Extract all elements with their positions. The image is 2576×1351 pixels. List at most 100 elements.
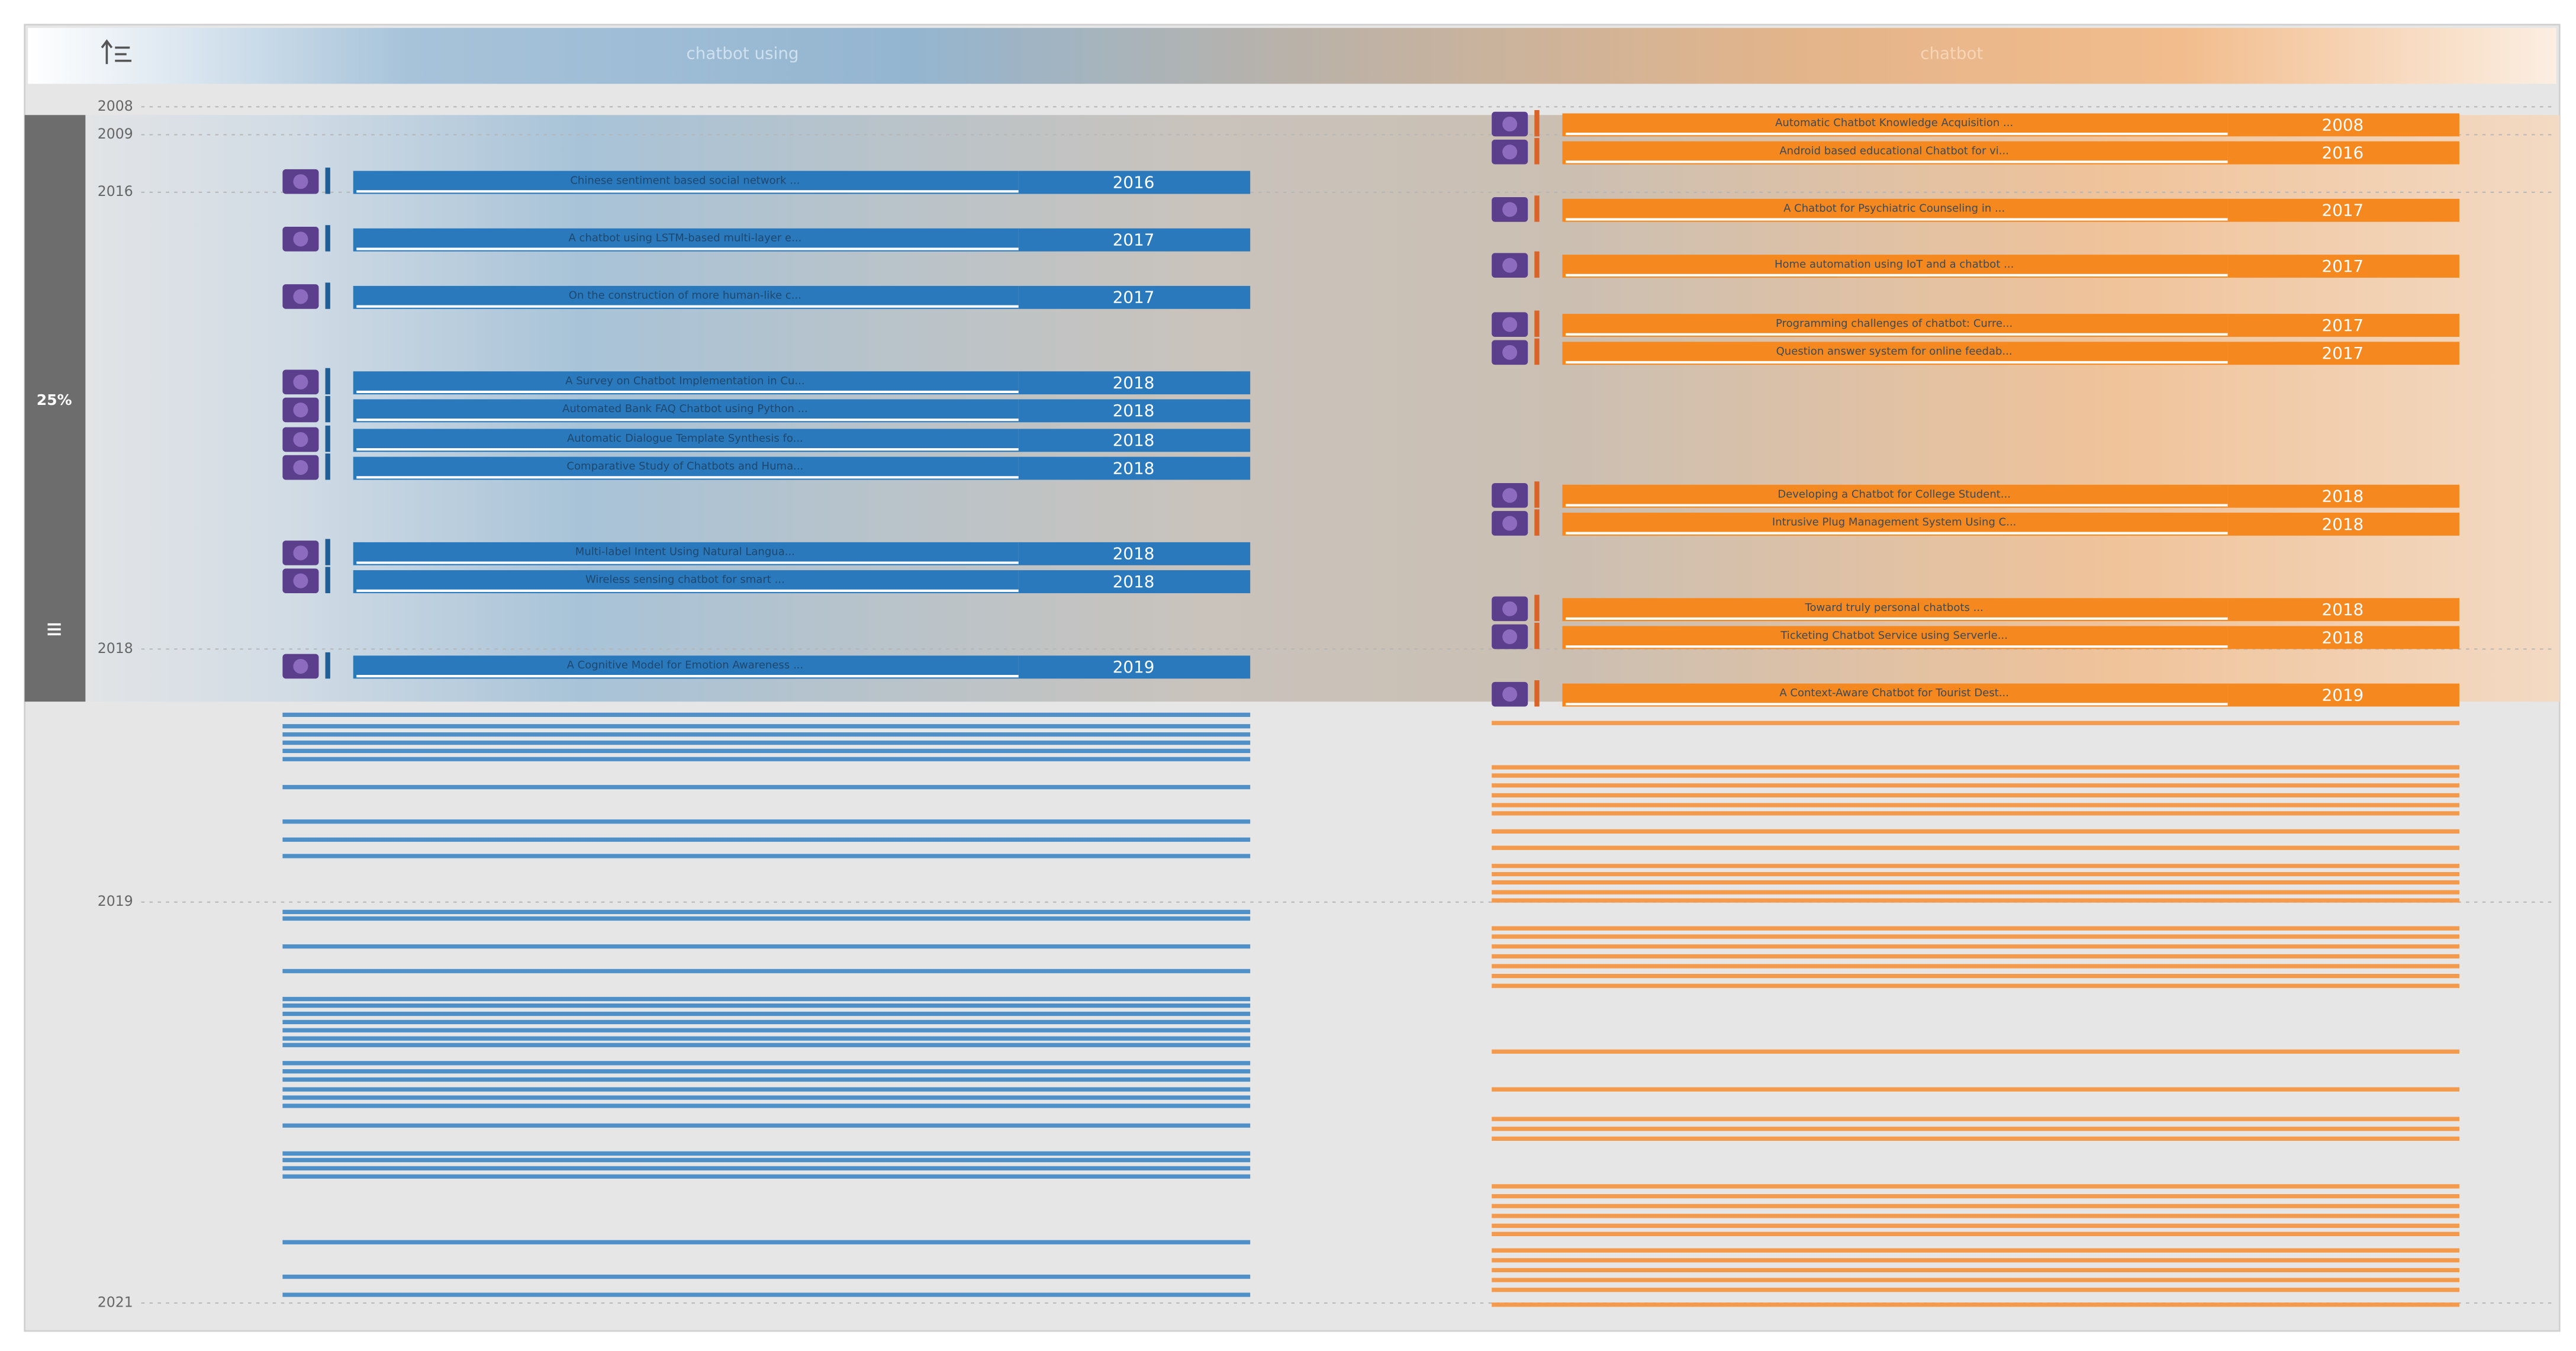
item-title: A Chatbot for Psychiatric Counseling in …	[1783, 202, 2005, 214]
item-bar	[1562, 314, 2228, 337]
item-title: Wireless sensing chatbot for smart ...	[585, 574, 785, 586]
item-flag	[325, 567, 330, 593]
item-year: 2017	[2322, 316, 2364, 335]
column-header[interactable]: chatbot using	[687, 44, 799, 63]
item-card[interactable]: Automatic Chatbot Knowledge Acquisition …	[1492, 110, 2459, 137]
item-card[interactable]: Developing a Chatbot for College Student…	[1492, 481, 2459, 508]
item-icon-mark	[1502, 117, 1518, 132]
drag-icon[interactable]	[47, 623, 61, 636]
item-year-box	[2227, 512, 2459, 536]
item-year-box	[1018, 371, 1251, 395]
item-card[interactable]: Wireless sensing chatbot for smart ... 20…	[282, 567, 1251, 593]
item-year: 2017	[2322, 201, 2364, 220]
item-title: Home automation using IoT and a chatbot …	[1775, 258, 2014, 271]
item-card[interactable]: Multi-label Intent Using Natural Langua.…	[282, 539, 1251, 565]
item-card[interactable]: Chinese sentiment based social network .…	[282, 168, 1251, 194]
item-flag	[325, 539, 330, 565]
item-bar	[1562, 113, 2228, 137]
item-card[interactable]: A Context-Aware Chatbot for Tourist Dest…	[1492, 680, 2459, 707]
item-bar	[353, 542, 1019, 565]
item-bar	[353, 399, 1019, 423]
item-icon-mark	[1502, 317, 1518, 332]
item-card[interactable]: Automatic Dialogue Template Synthesis fo…	[282, 425, 1251, 452]
item-title: A Cognitive Model for Emotion Awareness …	[567, 659, 804, 671]
item-bar	[1562, 626, 2228, 649]
item-card[interactable]: Question answer system for online feedab…	[1492, 338, 2459, 365]
item-bar	[353, 456, 1019, 480]
item-icon-mark	[293, 174, 308, 189]
item-year-box	[2227, 683, 2459, 707]
item-title: Programming challenges of chatbot: Curre…	[1776, 317, 2012, 330]
item-year-box	[1018, 570, 1251, 593]
item-bar	[1562, 598, 2228, 622]
item-year-box	[1018, 285, 1251, 309]
year-label: 2016	[98, 183, 133, 200]
item-year-box	[1018, 542, 1251, 565]
sort-button[interactable]	[101, 39, 132, 65]
item-title: Ticketing Chatbot Service using Serverle…	[1780, 629, 2008, 642]
item-flag	[325, 368, 330, 395]
item-title: Android based educational Chatbot for vi…	[1779, 144, 2009, 157]
item-bar	[1562, 198, 2228, 222]
item-flag	[1534, 481, 1540, 508]
item-year: 2019	[2322, 685, 2364, 705]
zoom-handle[interactable]	[24, 115, 86, 702]
item-card[interactable]: Toward truly personal chatbots ... 2018	[1492, 594, 2459, 622]
year-label: 2009	[98, 126, 133, 142]
item-card[interactable]: Intrusive Plug Management System Using C…	[1492, 509, 2459, 536]
item-card[interactable]: A Chatbot for Psychiatric Counseling in …	[1492, 195, 2459, 222]
header-bar	[28, 28, 2556, 84]
item-icon-mark	[1502, 488, 1518, 503]
item-card[interactable]: A Survey on Chatbot Implementation in Cu…	[282, 368, 1251, 395]
item-bar	[1562, 342, 2228, 365]
item-card[interactable]: On the construction of more human-like c…	[282, 282, 1251, 309]
item-flag	[1534, 594, 1540, 622]
item-icon-mark	[293, 289, 308, 304]
item-card[interactable]: Comparative Study of Chatbots and Huma..…	[282, 453, 1251, 480]
item-year-box	[2227, 314, 2459, 337]
item-flag	[1534, 509, 1540, 536]
item-card[interactable]: Home automation using IoT and a chatbot …	[1492, 251, 2459, 278]
item-year: 2018	[1113, 544, 1155, 564]
item-year: 2018	[1113, 430, 1155, 450]
item-card[interactable]: Automated Bank FAQ Chatbot using Python …	[282, 395, 1251, 423]
item-year: 2017	[1113, 230, 1155, 250]
item-bar	[353, 655, 1019, 679]
item-flag	[325, 453, 330, 480]
item-year-box	[1018, 399, 1251, 423]
item-title: Chinese sentiment based social network .…	[570, 174, 800, 186]
item-year: 2018	[1113, 401, 1155, 420]
item-flag	[325, 425, 330, 452]
item-year: 2018	[1113, 458, 1155, 478]
item-title: Multi-label Intent Using Natural Langua.…	[575, 546, 795, 558]
item-title: Automatic Dialogue Template Synthesis fo…	[567, 432, 803, 445]
item-bar	[1562, 255, 2228, 278]
item-year: 2018	[2322, 514, 2364, 534]
item-year-box	[2227, 626, 2459, 649]
content: 2008 2009 2016 2018 2019 2021 Chinese sentimen…	[98, 98, 2555, 1310]
item-card[interactable]: A chatbot using LSTM-based multi-layer e…	[282, 225, 1251, 252]
item-year-box	[1018, 171, 1251, 194]
column-header[interactable]: chatbot	[1920, 44, 1983, 63]
item-card[interactable]: Programming challenges of chatbot: Curre…	[1492, 310, 2459, 337]
item-title: A Survey on Chatbot Implementation in Cu…	[565, 375, 804, 387]
item-card[interactable]: Android based educational Chatbot for vi…	[1492, 138, 2459, 165]
item-title: Automatic Chatbot Knowledge Acquisition …	[1775, 117, 2013, 129]
item-title: A Context-Aware Chatbot for Tourist Dest…	[1779, 687, 2009, 699]
item-year: 2019	[1113, 657, 1155, 677]
item-icon-mark	[1502, 687, 1518, 702]
item-year: 2008	[2322, 115, 2364, 134]
item-flag	[325, 652, 330, 679]
item-year-box	[2227, 198, 2459, 222]
item-flag	[325, 395, 330, 423]
item-icon-mark	[1502, 258, 1518, 273]
item-year-box	[2227, 598, 2459, 622]
item-card[interactable]: Ticketing Chatbot Service using Serverle…	[1492, 622, 2459, 649]
item-title: Comparative Study of Chatbots and Huma..…	[566, 460, 803, 472]
item-title: Automated Bank FAQ Chatbot using Python …	[562, 403, 808, 415]
item-card[interactable]: A Cognitive Model for Emotion Awareness …	[282, 652, 1251, 679]
item-icon-mark	[293, 402, 308, 417]
item-title: Toward truly personal chatbots ...	[1805, 601, 1983, 614]
item-year-box	[2227, 342, 2459, 365]
item-flag	[1534, 310, 1540, 337]
